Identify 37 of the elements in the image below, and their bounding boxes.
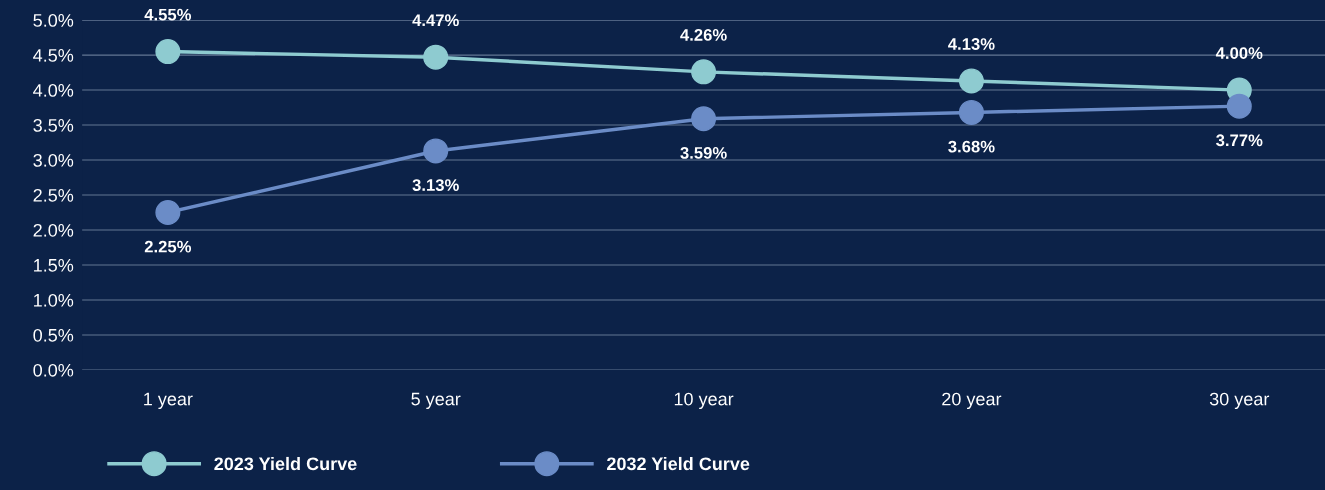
data-label: 3.59% — [680, 146, 727, 159]
point — [423, 44, 449, 70]
data-label: 4.55% — [144, 8, 192, 21]
y-tick-label: 4.5% — [33, 49, 74, 62]
point — [423, 138, 449, 164]
point — [958, 68, 984, 94]
y-tick-label: 0.5% — [33, 328, 74, 342]
y-tick-label: 3.0% — [33, 153, 74, 167]
y-tick-label: 4.0% — [33, 84, 74, 97]
y-tick-label: 2.5% — [33, 188, 74, 202]
data-label: 4.00% — [1215, 47, 1263, 59]
y-tick-label: 1.0% — [34, 293, 74, 307]
y-tick-label: 1.5% — [34, 259, 74, 272]
data-label: 3.77% — [1216, 134, 1263, 147]
point — [691, 106, 717, 132]
legend-label: 2023 Yield Curve — [214, 456, 357, 471]
x-tick-label: 10 year — [674, 392, 734, 409]
data-label: 2.25% — [144, 240, 192, 253]
y-tick-label: 2.0% — [33, 223, 74, 237]
point — [691, 59, 717, 85]
point — [1226, 93, 1252, 119]
data-label: 3.68% — [948, 140, 995, 153]
point — [155, 39, 181, 65]
y-tick-label: 5.0% — [33, 14, 74, 27]
x-tick-label: 1 year — [144, 392, 193, 409]
point — [958, 99, 984, 125]
data-label: 3.13% — [412, 179, 459, 191]
legend-label: 2032 Yield Curve — [607, 456, 750, 471]
x-tick-label: 30 year — [1209, 392, 1270, 409]
data-label: 4.47% — [412, 14, 459, 27]
point — [155, 200, 181, 226]
data-label: 4.13% — [948, 38, 995, 50]
y-tick-label: 0.0% — [33, 363, 74, 377]
x-tick-label: 5 year — [411, 392, 461, 409]
x-tick-label: 20 year — [942, 392, 1002, 409]
data-label: 4.26% — [680, 29, 727, 41]
y-tick-label: 3.5% — [33, 118, 74, 132]
